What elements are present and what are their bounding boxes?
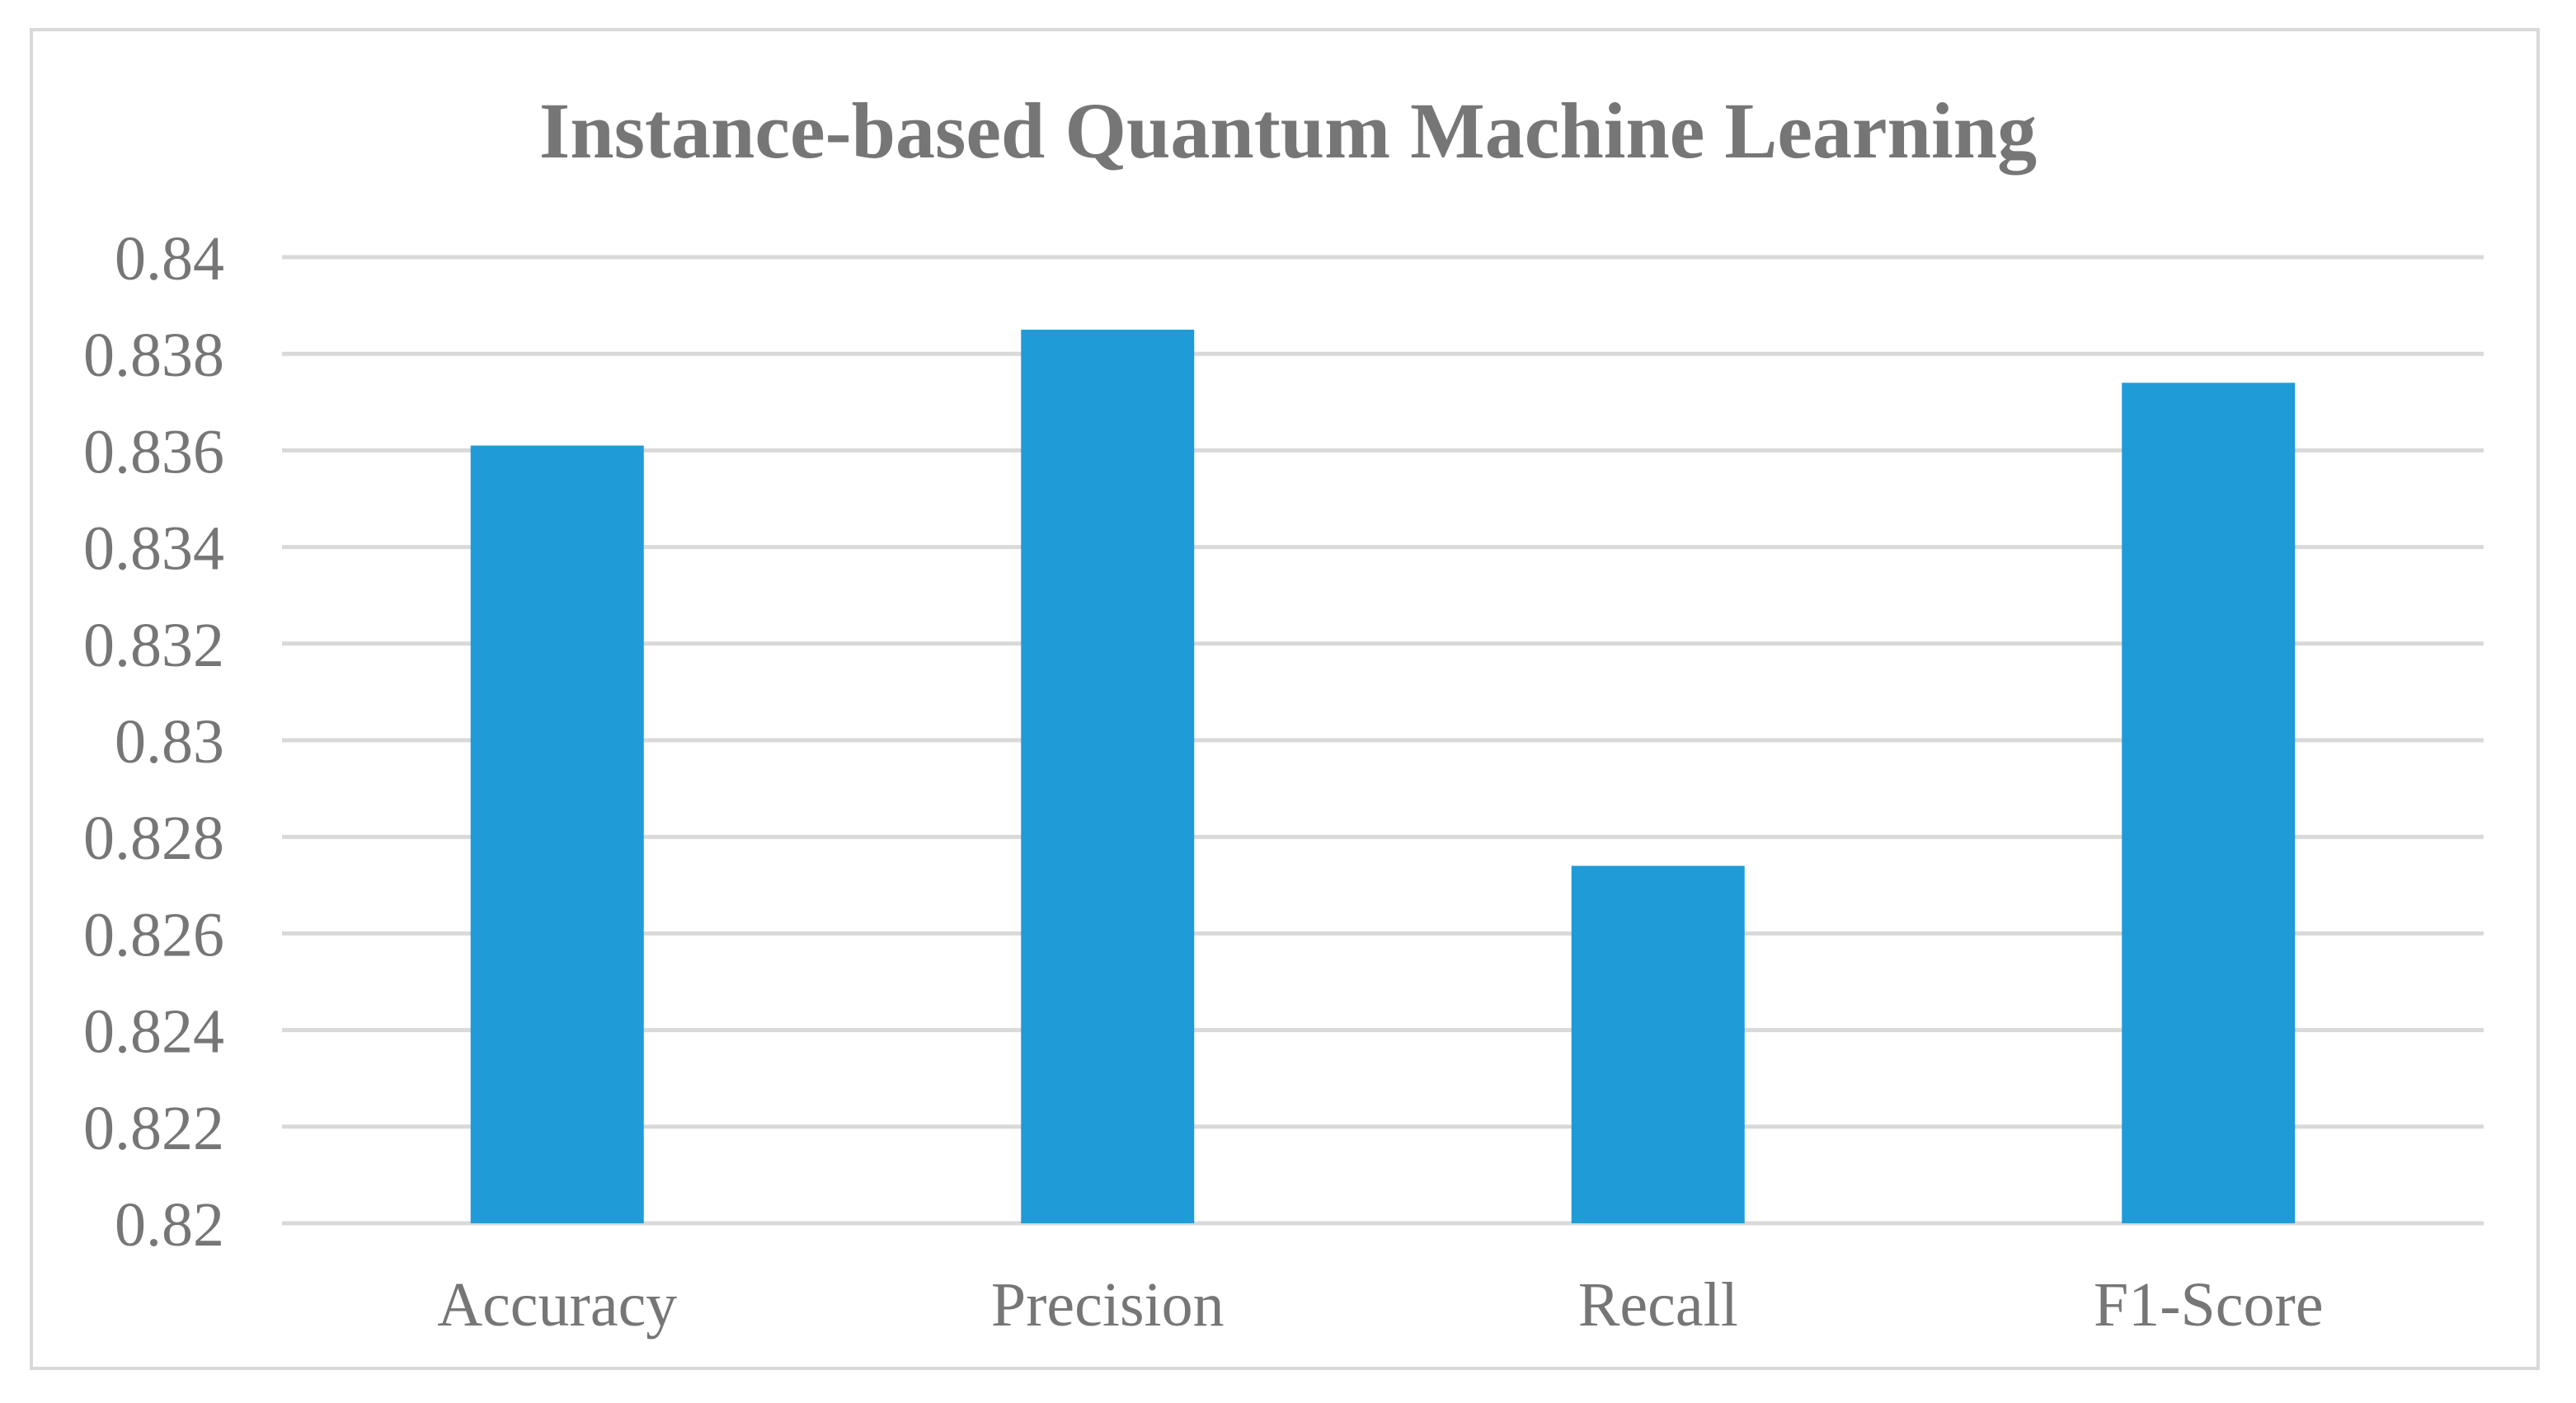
bar-accuracy [470, 445, 644, 1223]
y-axis-tick-labels: 0.82 0.822 0.824 0.826 0.828 0.83 0.832 0.834 0.… [83, 224, 224, 1260]
bars [470, 329, 2296, 1223]
bar-f1-score [2122, 382, 2296, 1223]
chart-title: Instance-based Quantum Machine Learning [538, 87, 2038, 175]
x-axis-tick-labels: Accuracy Precision Recall F1-Score [437, 1270, 2323, 1340]
y-tick-label: 0.828 [83, 804, 224, 873]
y-tick-label: 0.832 [83, 611, 224, 680]
y-tick-label: 0.836 [83, 417, 224, 486]
y-tick-label: 0.82 [115, 1190, 224, 1260]
y-tick-label: 0.838 [83, 321, 224, 390]
y-tick-label: 0.822 [83, 1094, 224, 1163]
x-tick-label: F1-Score [2094, 1270, 2324, 1340]
y-tick-label: 0.84 [115, 224, 224, 293]
y-tick-label: 0.834 [83, 514, 224, 584]
bar-recall [1571, 866, 1745, 1223]
x-tick-label: Precision [991, 1270, 1225, 1340]
chart-frame [30, 28, 2540, 1370]
bar-precision [1021, 329, 1195, 1223]
gridlines [282, 255, 2484, 1226]
y-tick-label: 0.824 [83, 997, 224, 1067]
x-tick-label: Recall [1578, 1270, 1738, 1340]
y-tick-label: 0.826 [83, 900, 224, 969]
x-tick-label: Accuracy [437, 1270, 677, 1340]
y-tick-label: 0.83 [115, 707, 224, 777]
